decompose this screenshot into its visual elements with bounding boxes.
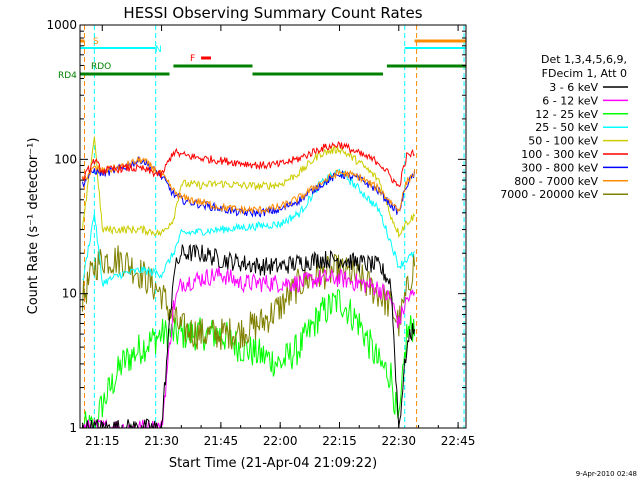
- y-tick-label-0: 1: [69, 421, 77, 435]
- flag-labels: S N F RDO RD4: [58, 37, 195, 81]
- legend-header-line-1: Det 1,3,4,5,6,9,: [541, 53, 627, 66]
- plot-frame: [79, 24, 467, 429]
- series-3-line: [82, 168, 415, 287]
- x-axis-label: Start Time (21-Apr-04 21:09:22): [169, 456, 377, 471]
- x-tick-label-1: 21:30: [144, 434, 179, 448]
- series-4-line: [82, 136, 416, 239]
- x-tick-label-4: 22:15: [322, 434, 357, 448]
- flag-label-s: S: [93, 37, 99, 47]
- series-layer: [82, 136, 416, 428]
- x-tick-label-2: 21:45: [204, 434, 239, 448]
- series-2-line: [82, 289, 416, 428]
- legend-label-8: 7000 - 20000 keV: [500, 188, 598, 201]
- legend-header-line-2: FDecim 1, Att 0: [542, 67, 627, 80]
- x-axis: 21:15 21:30 21:45 22:00 22:15 22:30 22:45: [82, 25, 476, 448]
- legend-label-6: 300 - 800 keV: [521, 161, 598, 174]
- legend: Det 1,3,4,5,6,9, FDecim 1, Att 0 3 - 6 k…: [500, 53, 628, 201]
- series-5-line: [82, 141, 415, 188]
- flag-label-rd4: RD4: [58, 71, 77, 81]
- y-tick-label-1: 10: [62, 287, 77, 301]
- y-axis-label: Count Rate (s⁻¹ detector⁻¹): [26, 138, 41, 315]
- legend-label-0: 3 - 6 keV: [549, 81, 598, 94]
- flag-bars: [80, 39, 466, 76]
- x-tick-label-5: 22:30: [381, 434, 416, 448]
- flag-label-f: F: [190, 54, 195, 64]
- plot-area: [79, 24, 467, 429]
- legend-label-2: 12 - 25 keV: [535, 108, 598, 121]
- series-7-line: [82, 156, 416, 215]
- legend-label-4: 50 - 100 keV: [528, 135, 598, 148]
- series-0-line: [82, 243, 416, 428]
- legend-label-5: 100 - 300 keV: [521, 148, 598, 161]
- flag-label-rdo: RDO: [91, 62, 111, 72]
- legend-label-3: 25 - 50 keV: [535, 121, 598, 134]
- y-tick-label-3: 1000: [46, 18, 77, 32]
- y-tick-label-2: 100: [54, 152, 77, 166]
- legend-label-7: 800 - 7000 keV: [514, 175, 598, 188]
- x-tick-label-6: 22:45: [441, 434, 476, 448]
- x-tick-label-3: 22:00: [263, 434, 298, 448]
- chart-title: HESSI Observing Summary Count Rates: [123, 4, 422, 22]
- footer-timestamp: 9-Apr-2010 02:48: [576, 470, 637, 478]
- flag-label-n: N: [155, 45, 162, 55]
- legend-label-1: 6 - 12 keV: [542, 94, 598, 107]
- y-axis: 1 10 100 1000: [46, 18, 466, 435]
- x-tick-label-0: 21:15: [85, 434, 120, 448]
- series-1-line: [82, 265, 416, 428]
